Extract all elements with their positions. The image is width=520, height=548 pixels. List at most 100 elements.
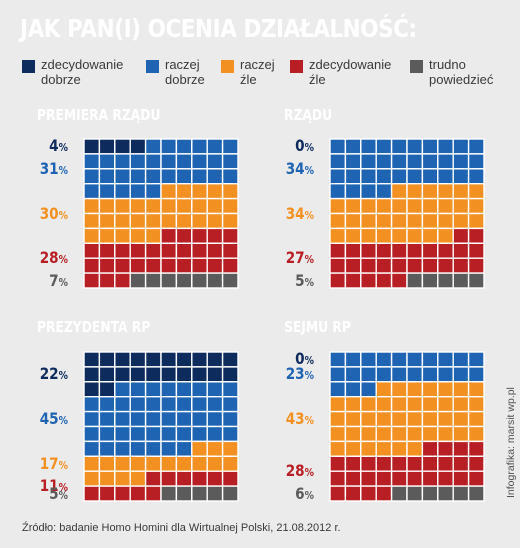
- waffle-cell-strongly-bad: [129, 485, 147, 502]
- pct-value: 4: [49, 136, 59, 156]
- waffle-cell-strongly-bad: [421, 470, 439, 487]
- pct-label-rather-bad: 34%: [285, 204, 314, 223]
- waffle-cell-rather-bad: [114, 227, 131, 245]
- waffle-cell-strongly-bad: [329, 242, 347, 259]
- pct-label-rather-good: 34%: [285, 159, 314, 178]
- waffle-cell-strongly-good: [83, 351, 101, 368]
- waffle-cell-rather-good: [160, 396, 178, 413]
- waffle-cell-strongly-bad: [144, 470, 162, 487]
- waffle-cell-strongly-bad: [98, 257, 116, 274]
- waffle-cell-rather-bad: [344, 197, 362, 215]
- waffle-cell-hard-to-say: [421, 485, 439, 502]
- waffle-cell-rather-bad: [390, 381, 408, 398]
- waffle-cell-strongly-bad: [437, 470, 454, 487]
- waffle-cell-rather-bad: [390, 425, 408, 443]
- waffle-cell-strongly-bad: [221, 257, 239, 274]
- waffle-cell-strongly-bad: [344, 272, 362, 289]
- waffle-cell-strongly-good: [83, 366, 101, 383]
- waffle-cell-strongly-bad: [467, 470, 485, 487]
- waffle-cell-strongly-bad: [144, 485, 162, 502]
- waffle-cell-strongly-good: [114, 366, 131, 383]
- waffle-cell-rather-good: [191, 138, 208, 155]
- waffle-cell-rather-good: [191, 410, 208, 428]
- waffle-cell-rather-bad: [221, 440, 239, 458]
- waffle-cell-strongly-bad: [344, 242, 362, 259]
- waffle-cell-rather-good: [467, 138, 485, 155]
- pct-symbol: %: [304, 141, 314, 155]
- waffle-cell-rather-good: [406, 153, 424, 170]
- waffle-cell-strongly-bad: [452, 257, 470, 274]
- source-note: Źródło: badanie Homo Homini dla Wirtualn…: [22, 522, 341, 534]
- waffle-cell-strongly-bad: [160, 242, 178, 259]
- waffle-cell-strongly-bad: [83, 257, 101, 274]
- waffle-cell-rather-bad: [144, 227, 162, 245]
- waffle-cell-rather-bad: [329, 410, 347, 428]
- waffle-cell-rather-bad: [129, 227, 147, 245]
- waffle-cell-rather-good: [344, 183, 362, 200]
- waffle-cell-rather-good: [144, 183, 162, 200]
- waffle-cell-rather-good: [360, 168, 377, 185]
- pct-label-rather-good: 45%: [39, 409, 68, 428]
- waffle-cell-strongly-bad: [160, 227, 178, 245]
- waffle-cell-rather-good: [360, 351, 377, 368]
- waffle-cell-strongly-bad: [206, 257, 224, 274]
- waffle-cell-rather-bad: [421, 197, 439, 215]
- legend-swatch: [290, 60, 303, 73]
- waffle-cell-rather-good: [144, 138, 162, 155]
- waffle-cell-rather-bad: [467, 410, 485, 428]
- waffle-cell-hard-to-say: [160, 272, 178, 289]
- waffle-cell-rather-bad: [329, 425, 347, 443]
- pct-symbol: %: [58, 208, 68, 222]
- waffle-cell-strongly-bad: [467, 455, 485, 472]
- waffle-cell-rather-good: [129, 440, 147, 458]
- waffle-cell-rather-bad: [406, 440, 424, 458]
- waffle-cell-rather-good: [114, 168, 131, 185]
- waffle-cell-rather-bad: [98, 470, 116, 487]
- legend-swatch: [410, 60, 423, 73]
- waffle-cell-rather-bad: [329, 396, 347, 413]
- waffle-cell-rather-bad: [83, 470, 101, 487]
- waffle-cell-strongly-bad: [360, 455, 377, 472]
- waffle-cell-rather-bad: [452, 381, 470, 398]
- waffle-cell-strongly-good: [160, 366, 178, 383]
- waffle-cell-strongly-bad: [83, 272, 101, 289]
- waffle-cell-rather-bad: [160, 197, 178, 215]
- waffle-cell-strongly-good: [191, 366, 208, 383]
- waffle-cell-rather-bad: [360, 197, 377, 215]
- waffle-cell-rather-good: [144, 396, 162, 413]
- waffle-cell-rather-good: [175, 138, 193, 155]
- waffle-cell-strongly-bad: [114, 257, 131, 274]
- pct-value: 43: [285, 409, 305, 429]
- pct-symbol: %: [304, 163, 314, 177]
- waffle-cell-rather-bad: [175, 183, 193, 200]
- waffle-cell-rather-good: [467, 351, 485, 368]
- waffle-cell-strongly-bad: [144, 257, 162, 274]
- waffle-cell-rather-bad: [437, 212, 454, 230]
- waffle-cell-rather-good: [175, 396, 193, 413]
- waffle-cell-rather-bad: [437, 183, 454, 200]
- panel-title-sejm: SEJMU RP: [284, 318, 351, 336]
- waffle-cell-rather-good: [160, 168, 178, 185]
- waffle-cell-rather-good: [344, 381, 362, 398]
- waffle-cell-strongly-bad: [175, 242, 193, 259]
- pct-symbol: %: [58, 141, 68, 155]
- waffle-cell-rather-good: [191, 168, 208, 185]
- waffle-cell-hard-to-say: [175, 272, 193, 289]
- waffle-cell-rather-bad: [390, 440, 408, 458]
- waffle-cell-hard-to-say: [467, 485, 485, 502]
- waffle-cell-rather-bad: [406, 410, 424, 428]
- pct-value: 6: [295, 483, 305, 503]
- waffle-cell-strongly-bad: [114, 242, 131, 259]
- waffle-cell-rather-bad: [437, 410, 454, 428]
- waffle-cell-rather-bad: [360, 440, 377, 458]
- waffle-cell-rather-bad: [375, 197, 393, 215]
- waffle-cell-strongly-good: [191, 351, 208, 368]
- panel-title-premier: PREMIERA RZĄDU: [37, 106, 161, 124]
- waffle-cell-rather-bad: [406, 396, 424, 413]
- waffle-cell-rather-bad: [375, 425, 393, 443]
- waffle-cell-strongly-bad: [390, 470, 408, 487]
- waffle-cell-strongly-bad: [144, 242, 162, 259]
- waffle-cell-rather-good: [175, 168, 193, 185]
- waffle-cell-rather-bad: [144, 197, 162, 215]
- waffle-cell-rather-good: [160, 410, 178, 428]
